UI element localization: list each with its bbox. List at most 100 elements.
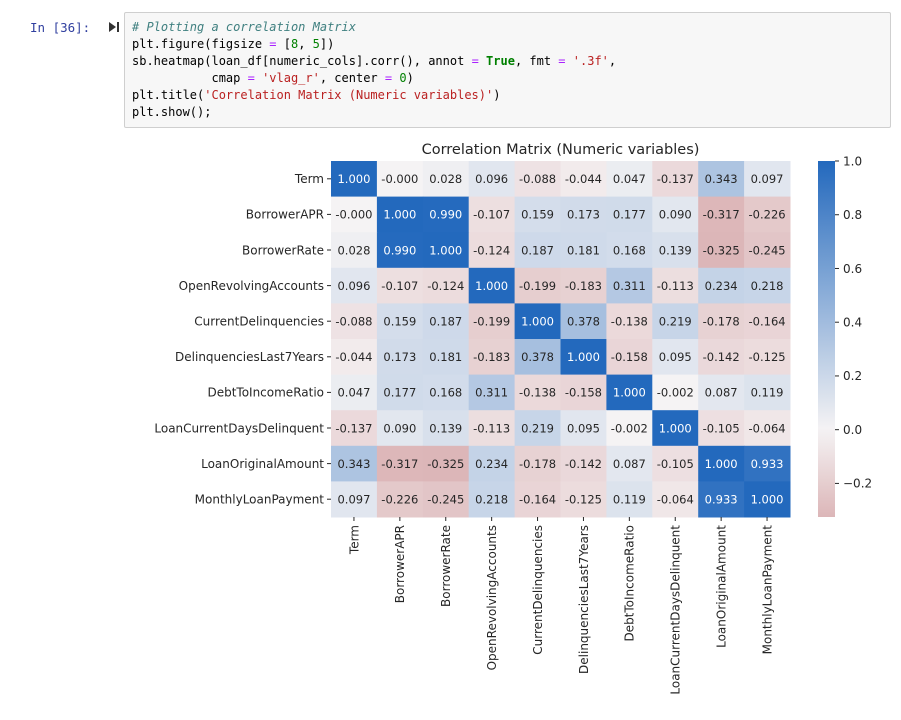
cell-annotation: -0.325	[427, 457, 464, 471]
cell-annotation: 0.173	[567, 208, 600, 222]
cell-annotation: -0.199	[519, 279, 556, 293]
cell-annotation: -0.158	[565, 386, 602, 400]
cell-annotation: 0.343	[337, 457, 370, 471]
cell-annotation: 0.047	[613, 172, 646, 186]
heatmap-cell	[514, 481, 561, 518]
heatmap-cell	[560, 445, 607, 482]
code-editor[interactable]: # Plotting a correlation Matrix plt.figu…	[132, 19, 616, 120]
cell-annotation: -0.142	[565, 457, 602, 471]
cell-annotation: -0.226	[749, 208, 786, 222]
y-tick-label: DebtToIncomeRatio	[207, 386, 324, 400]
heatmap-cell	[560, 374, 607, 411]
heatmap-cell	[514, 410, 561, 447]
x-tick-label: BorrowerAPR	[393, 525, 407, 603]
heatmap-cell	[560, 196, 607, 233]
cell-annotation: 0.087	[705, 386, 738, 400]
code-token: 'Correlation Matrix (Numeric variables)'	[204, 87, 494, 102]
cell-prompt: In [36]:	[30, 20, 91, 35]
heatmap-cell	[652, 267, 699, 304]
code-token: , fmt	[514, 53, 559, 68]
x-tick-label: CurrentDelinquencies	[531, 525, 545, 655]
heatmap-cell	[744, 161, 791, 198]
x-tick-label: BorrowerRate	[439, 525, 453, 607]
heatmap-cell	[560, 267, 607, 304]
cell-annotation: 0.218	[751, 279, 784, 293]
heatmap-cell	[560, 410, 607, 447]
cell-annotation: -0.183	[565, 279, 602, 293]
cell-annotation: -0.088	[335, 315, 372, 329]
cell-annotation: -0.125	[565, 493, 602, 507]
cell-annotation: 0.234	[705, 279, 738, 293]
heatmap-cell	[514, 303, 561, 340]
heatmap-cell	[331, 410, 378, 447]
heatmap-cell	[606, 374, 653, 411]
cell-annotation: 0.168	[429, 386, 462, 400]
cell-annotation: 0.311	[475, 386, 508, 400]
heatmap-cell	[698, 303, 745, 340]
cell-annotation: 0.343	[705, 172, 738, 186]
heatmap-cell	[422, 445, 470, 482]
heatmap-cell	[698, 410, 745, 447]
code-token: =	[247, 70, 255, 85]
heatmap-cell	[331, 196, 378, 233]
heatmap-cell	[560, 161, 607, 198]
heatmap-cell	[698, 445, 745, 482]
cell-annotation: -0.064	[657, 493, 694, 507]
heatmap-cell	[468, 303, 516, 340]
heatmap-cell	[376, 161, 424, 198]
cell-annotation: 0.119	[751, 386, 784, 400]
run-cell-icon[interactable]	[108, 21, 120, 33]
heatmap-cell	[468, 232, 516, 269]
code-token: '.3f'	[572, 53, 609, 68]
heatmap-cell	[468, 267, 516, 304]
x-tick-label: MonthlyLoanPayment	[760, 525, 774, 655]
heatmap-cell	[514, 232, 561, 269]
heatmap-cell	[652, 232, 699, 269]
heatmap-cell	[698, 267, 745, 304]
cell-annotation: 1.000	[521, 315, 554, 329]
cell-annotation: 1.000	[659, 421, 692, 435]
code-cell[interactable]: # Plotting a correlation Matrix plt.figu…	[124, 12, 891, 128]
cell-annotation: 0.933	[705, 493, 738, 507]
code-token: ,	[608, 53, 617, 68]
cell-annotation: 0.168	[613, 243, 646, 257]
heatmap-cell	[376, 303, 424, 340]
cell-annotation: 0.095	[659, 350, 692, 364]
heatmap-cell	[376, 196, 424, 233]
cell-annotation: 0.378	[521, 350, 554, 364]
cell-annotation: -0.325	[703, 243, 740, 257]
colorbar-tick-label: 0.2	[843, 369, 862, 383]
heatmap-cell	[744, 303, 791, 340]
cell-annotation: -0.125	[749, 350, 786, 364]
heatmap-cell	[331, 267, 378, 304]
heatmap-cell	[422, 196, 470, 233]
heatmap-cell	[514, 196, 561, 233]
cell-annotation: 0.087	[613, 457, 646, 471]
cell-annotation: -0.138	[519, 386, 556, 400]
cell-annotation: -0.113	[473, 421, 510, 435]
cell-annotation: 0.159	[521, 208, 554, 222]
heatmap-cell	[744, 374, 791, 411]
y-tick-label: BorrowerAPR	[246, 208, 324, 222]
x-tick-label: DebtToIncomeRatio	[623, 525, 637, 642]
cell-annotation: -0.178	[703, 315, 740, 329]
heatmap-cell	[744, 232, 791, 269]
code-token: plt.figure(figsize	[132, 36, 270, 51]
cell-annotation: 0.028	[429, 172, 462, 186]
y-tick-label: LoanCurrentDaysDelinquent	[154, 421, 324, 435]
cell-annotation: 0.219	[521, 421, 554, 435]
cell-annotation: -0.137	[335, 421, 372, 435]
heatmap-cell	[698, 232, 745, 269]
heatmap-cell	[376, 374, 424, 411]
code-token: plt.title(	[132, 87, 205, 102]
x-tick-labels: Term BorrowerAPR BorrowerRate OpenRevolving…	[347, 517, 774, 695]
cell-annotation: -0.158	[611, 350, 648, 364]
cell-annotation: 1.000	[567, 350, 600, 364]
cell-annotation: -0.142	[703, 350, 740, 364]
x-tick-label: Term	[347, 525, 361, 555]
heatmap-cell	[606, 303, 653, 340]
cell-annotation: -0.002	[657, 386, 694, 400]
cell-annotation: 0.090	[659, 208, 692, 222]
cell-annotation: 0.181	[567, 243, 600, 257]
